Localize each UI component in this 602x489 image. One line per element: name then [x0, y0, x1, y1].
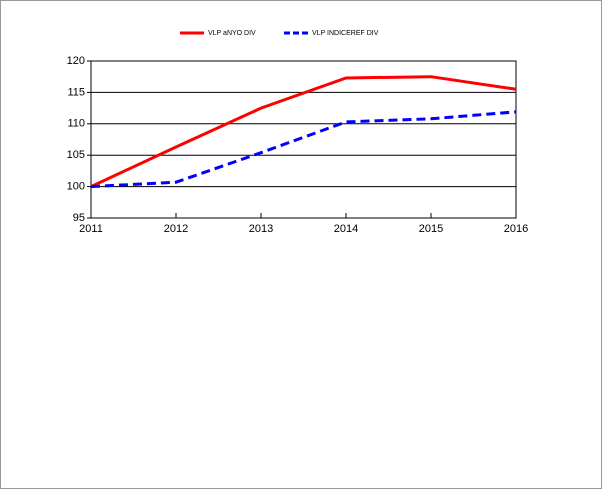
y-tick-label: 120 — [67, 55, 85, 67]
y-tick-label: 100 — [67, 181, 85, 193]
y-tick-label: 95 — [73, 212, 85, 224]
legend-label: VLP aNYO DIV — [208, 30, 256, 37]
x-tick-label: 2015 — [419, 223, 443, 235]
series-line — [90, 110, 517, 189]
plot-border — [90, 60, 517, 219]
x-tick-label: 2016 — [504, 223, 528, 235]
y-tick-label: 110 — [67, 118, 85, 130]
y-tick-label: 105 — [67, 149, 85, 161]
x-tick-label: 2012 — [164, 223, 188, 235]
x-tick-label: 2013 — [249, 223, 273, 235]
legend-label: VLP INDICEREF DIV — [312, 30, 379, 37]
series-line — [90, 75, 517, 188]
x-tick-label: 2011 — [79, 223, 103, 235]
y-tick-label: 115 — [67, 86, 85, 98]
x-tick-label: 2014 — [334, 223, 358, 235]
